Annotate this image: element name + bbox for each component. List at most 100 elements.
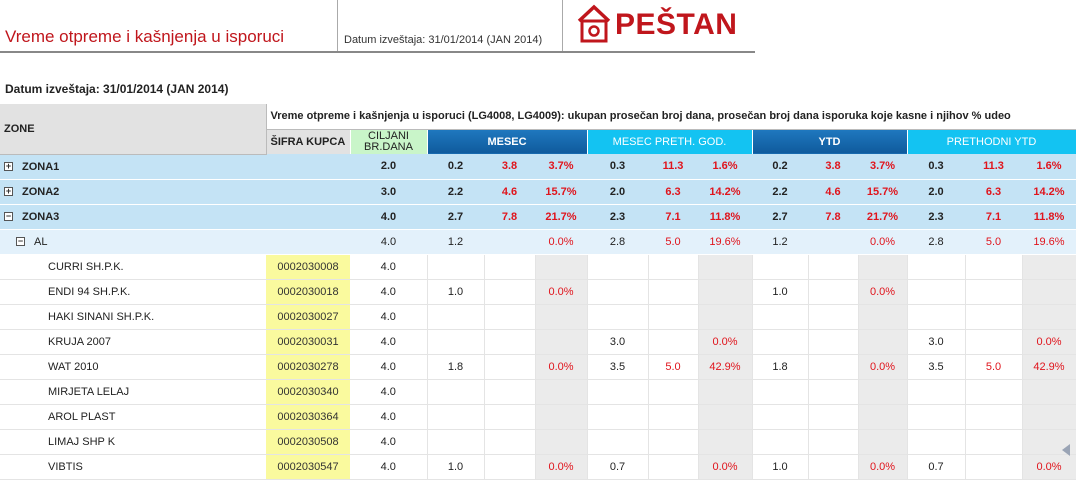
value-cell: 42.9% bbox=[698, 354, 753, 380]
customer-row[interactable]: KRUJA 2007 0002030031 4.0 3.0 0.0% 3.0 0.0% bbox=[0, 329, 1076, 355]
customer-row[interactable]: HAKI SINANI SH.P.K. 0002030027 4.0 bbox=[0, 304, 1076, 330]
value-cell: 6.3 bbox=[648, 179, 698, 205]
value-cell bbox=[965, 304, 1023, 330]
sifra-kupca-header: ŠIFRA KUPCA bbox=[266, 129, 351, 154]
value-cell bbox=[808, 429, 859, 455]
scroll-left-icon[interactable] bbox=[1062, 444, 1070, 456]
value-cell bbox=[808, 354, 859, 380]
value-cell: 2.0 bbox=[907, 179, 965, 205]
subzone-name-cell[interactable]: − AL bbox=[0, 229, 266, 255]
customer-row[interactable]: CURRI SH.P.K. 0002030008 4.0 bbox=[0, 254, 1076, 280]
expand-icon[interactable]: + bbox=[4, 185, 13, 196]
value-cell: 3.7% bbox=[858, 154, 907, 180]
ciljani-header-line1: CILJANI bbox=[368, 129, 409, 142]
customer-row[interactable]: MIRJETA LELAJ 0002030340 4.0 bbox=[0, 379, 1076, 405]
value-cell bbox=[858, 379, 908, 405]
value-cell bbox=[1022, 304, 1076, 330]
value-cell bbox=[587, 279, 649, 305]
zone-name-cell[interactable]: + ZONA2 bbox=[0, 179, 266, 205]
subzone-row[interactable]: − AL 4.0 1.2 0.0% 2.8 5.0 19.6% 1.2 0.0% 2.8 5.0 19.… bbox=[0, 229, 1076, 255]
value-cell bbox=[907, 404, 966, 430]
zone-name-cell[interactable]: − ZONA3 bbox=[0, 204, 266, 230]
customer-row[interactable]: VIBTIS 0002030547 4.0 1.0 0.0% 0.7 0.0% 1.0 0.0%… bbox=[0, 454, 1076, 480]
value-cell bbox=[808, 279, 859, 305]
value-cell: 0.0% bbox=[535, 454, 588, 480]
value-cell bbox=[858, 304, 908, 330]
value-cell bbox=[1022, 254, 1076, 280]
customer-row[interactable]: LIMAJ SHP K 0002030508 4.0 bbox=[0, 429, 1076, 455]
collapse-icon[interactable]: − bbox=[4, 210, 13, 221]
zone-row[interactable]: + ZONA2 3.0 2.2 4.6 15.7% 2.0 6.3 14.2% 2.2 4.6 15.… bbox=[0, 179, 1076, 205]
value-cell: 2.2 bbox=[427, 179, 484, 205]
ciljani-cell: 4.0 bbox=[350, 429, 428, 455]
zone-column-header: ZONE bbox=[0, 104, 267, 155]
value-cell bbox=[1022, 279, 1076, 305]
value-cell: 1.0 bbox=[752, 454, 809, 480]
value-cell: 0.7 bbox=[587, 454, 649, 480]
customer-name: MIRJETA LELAJ bbox=[0, 379, 266, 405]
value-cell: 6.3 bbox=[965, 179, 1022, 205]
value-cell: 3.7% bbox=[535, 154, 587, 180]
ciljani-header: CILJANI BR.DANA bbox=[350, 129, 428, 154]
title-cell: Vreme otpreme i kašnjenja u isporuci bbox=[0, 0, 338, 51]
value-cell bbox=[648, 454, 699, 480]
customer-name: HAKI SINANI SH.P.K. bbox=[0, 304, 266, 330]
value-cell bbox=[427, 404, 485, 430]
sifra-cell bbox=[266, 204, 350, 230]
customer-name: CURRI SH.P.K. bbox=[0, 254, 266, 280]
customer-row[interactable]: ENDI 94 SH.P.K. 0002030018 4.0 1.0 0.0% 1.0 0.… bbox=[0, 279, 1076, 305]
value-cell: 0.0% bbox=[858, 454, 908, 480]
value-cell bbox=[484, 404, 536, 430]
logo-text: PEŠTAN bbox=[615, 8, 738, 41]
value-cell: 11.8% bbox=[1022, 204, 1076, 230]
value-cell bbox=[427, 254, 485, 280]
customer-row[interactable]: WAT 2010 0002030278 4.0 1.8 0.0% 3.5 5.0 42.9% 1… bbox=[0, 354, 1076, 380]
zone-name: ZONA2 bbox=[22, 185, 60, 198]
value-cell bbox=[1022, 379, 1076, 405]
value-cell bbox=[484, 329, 536, 355]
value-cell bbox=[965, 329, 1023, 355]
group-header: MESEC bbox=[427, 129, 588, 154]
customer-code: 0002030508 bbox=[266, 429, 350, 455]
value-cell bbox=[965, 429, 1023, 455]
zone-row[interactable]: + ZONA1 2.0 0.2 3.8 3.7% 0.3 11.3 1.6% 0.2 3.8 3.7%… bbox=[0, 154, 1076, 180]
value-cell: 2.2 bbox=[752, 179, 808, 205]
value-cell: 4.6 bbox=[808, 179, 858, 205]
value-cell: 11.3 bbox=[648, 154, 698, 180]
house-icon bbox=[577, 4, 611, 43]
customer-row[interactable]: AROL PLAST 0002030364 4.0 bbox=[0, 404, 1076, 430]
ciljani-cell: 4.0 bbox=[350, 229, 427, 255]
value-cell bbox=[484, 279, 536, 305]
value-cell bbox=[648, 329, 699, 355]
value-cell bbox=[808, 454, 859, 480]
value-cell: 15.7% bbox=[535, 179, 587, 205]
ciljani-cell: 4.0 bbox=[350, 204, 427, 230]
value-cell bbox=[752, 254, 809, 280]
value-cell: 2.3 bbox=[907, 204, 965, 230]
group-header: PRETHODNI YTD bbox=[907, 129, 1076, 154]
value-cell: 0.0% bbox=[698, 454, 753, 480]
customer-name: KRUJA 2007 bbox=[0, 329, 266, 355]
value-cell: 14.2% bbox=[698, 179, 752, 205]
value-cell: 1.0 bbox=[752, 279, 809, 305]
value-cell: 15.7% bbox=[858, 179, 907, 205]
collapse-icon[interactable]: − bbox=[16, 235, 25, 246]
value-cell: 42.9% bbox=[1022, 354, 1076, 380]
zone-name-cell[interactable]: + ZONA1 bbox=[0, 154, 266, 180]
value-cell bbox=[965, 379, 1023, 405]
value-cell bbox=[698, 279, 753, 305]
value-cell bbox=[587, 404, 649, 430]
value-cell: 19.6% bbox=[1022, 229, 1076, 255]
value-cell: 0.0% bbox=[858, 279, 908, 305]
expand-icon[interactable]: + bbox=[4, 160, 13, 171]
value-cell: 7.8 bbox=[484, 204, 535, 230]
value-cell bbox=[858, 429, 908, 455]
value-cell bbox=[535, 254, 588, 280]
zone-row[interactable]: − ZONA3 4.0 2.7 7.8 21.7% 2.3 7.1 11.8% 2.7 7.8 21.… bbox=[0, 204, 1076, 230]
customer-name: AROL PLAST bbox=[0, 404, 266, 430]
value-cell bbox=[907, 429, 966, 455]
ciljani-cell: 2.0 bbox=[350, 154, 427, 180]
ciljani-cell: 4.0 bbox=[350, 279, 428, 305]
value-cell: 2.7 bbox=[427, 204, 484, 230]
value-cell: 7.1 bbox=[648, 204, 698, 230]
